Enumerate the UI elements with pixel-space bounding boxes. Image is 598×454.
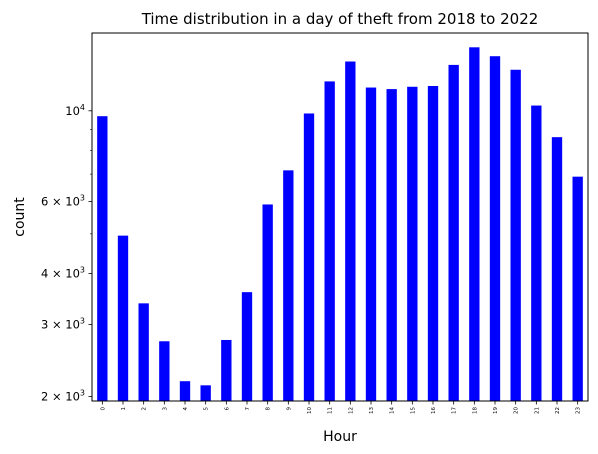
bar-hour-11 <box>324 81 335 401</box>
chart-title: Time distribution in a day of theft from… <box>141 10 539 28</box>
bars-group <box>97 47 583 402</box>
x-tick-label: 13 <box>369 407 375 414</box>
bar-hour-23 <box>572 176 583 401</box>
x-tick-label: 15 <box>410 407 416 414</box>
x-tick-label: 2 <box>142 407 148 411</box>
y-tick-label: 6 × 103 <box>41 193 85 208</box>
x-tick-label: 16 <box>431 407 437 414</box>
bar-hour-12 <box>345 61 356 401</box>
x-tick-label: 17 <box>452 407 458 414</box>
bar-hour-4 <box>179 381 191 401</box>
bar-hour-0 <box>97 116 108 402</box>
bar-hour-13 <box>365 87 377 401</box>
y-tick-label: 2 × 103 <box>41 389 85 404</box>
bar-hour-20 <box>510 69 521 402</box>
x-tick-label: 6 <box>224 407 230 411</box>
x-tick-label: 5 <box>204 407 210 411</box>
bar-hour-19 <box>489 56 501 401</box>
x-tick-label: 18 <box>472 407 478 414</box>
x-tick-label: 9 <box>286 407 292 411</box>
bar-hour-6 <box>221 339 232 401</box>
x-tick-label: 12 <box>348 407 354 414</box>
bar-hour-7 <box>241 292 253 401</box>
axes-frame <box>91 32 589 402</box>
x-axis-label: Hour <box>323 429 357 445</box>
x-tick-label: 10 <box>307 407 313 414</box>
x-tick-label: 23 <box>576 407 582 414</box>
bar-hour-10 <box>303 113 315 401</box>
bar-hour-8 <box>262 204 273 401</box>
y-axis-label: count <box>12 197 28 237</box>
bar-hour-2 <box>138 303 149 401</box>
x-tick-label: 20 <box>514 407 520 414</box>
y-tick-label: 4 × 103 <box>41 265 85 280</box>
x-tick-label: 21 <box>534 407 540 414</box>
x-tick-label: 14 <box>390 407 396 414</box>
bar-hour-21 <box>531 105 542 401</box>
bar-hour-1 <box>117 235 129 401</box>
x-tick-label: 4 <box>183 407 189 411</box>
bar-hour-3 <box>159 341 170 401</box>
x-tick-label: 11 <box>328 407 334 414</box>
x-tick-label: 7 <box>245 407 251 411</box>
x-tick-label: 19 <box>493 407 499 414</box>
bar-hour-15 <box>407 86 418 402</box>
bar-hour-22 <box>551 137 563 401</box>
y-tick-label: 3 × 103 <box>41 317 85 332</box>
x-axis-ticks: 0 1 2 3 4 5 6 7 8 9 10 11 12 13 14 15 16 17 18 19 20 21 22 23 <box>100 401 582 414</box>
bar-hour-9 <box>283 170 294 401</box>
bar-hour-14 <box>386 89 397 401</box>
x-tick-label: 22 <box>555 407 561 414</box>
y-axis-ticks: 2 × 103 3 × 103 4 × 103 6 × 103 104 <box>41 103 92 404</box>
x-tick-label: 3 <box>162 407 168 411</box>
x-tick-label: 1 <box>121 407 127 411</box>
bar-hour-5 <box>200 385 211 401</box>
y-tick-label: 104 <box>65 103 85 118</box>
bar-hour-18 <box>469 47 480 401</box>
bar-hour-17 <box>448 64 459 402</box>
bar-hour-16 <box>427 85 439 402</box>
x-tick-label: 0 <box>100 407 106 411</box>
x-tick-label: 8 <box>266 407 272 411</box>
